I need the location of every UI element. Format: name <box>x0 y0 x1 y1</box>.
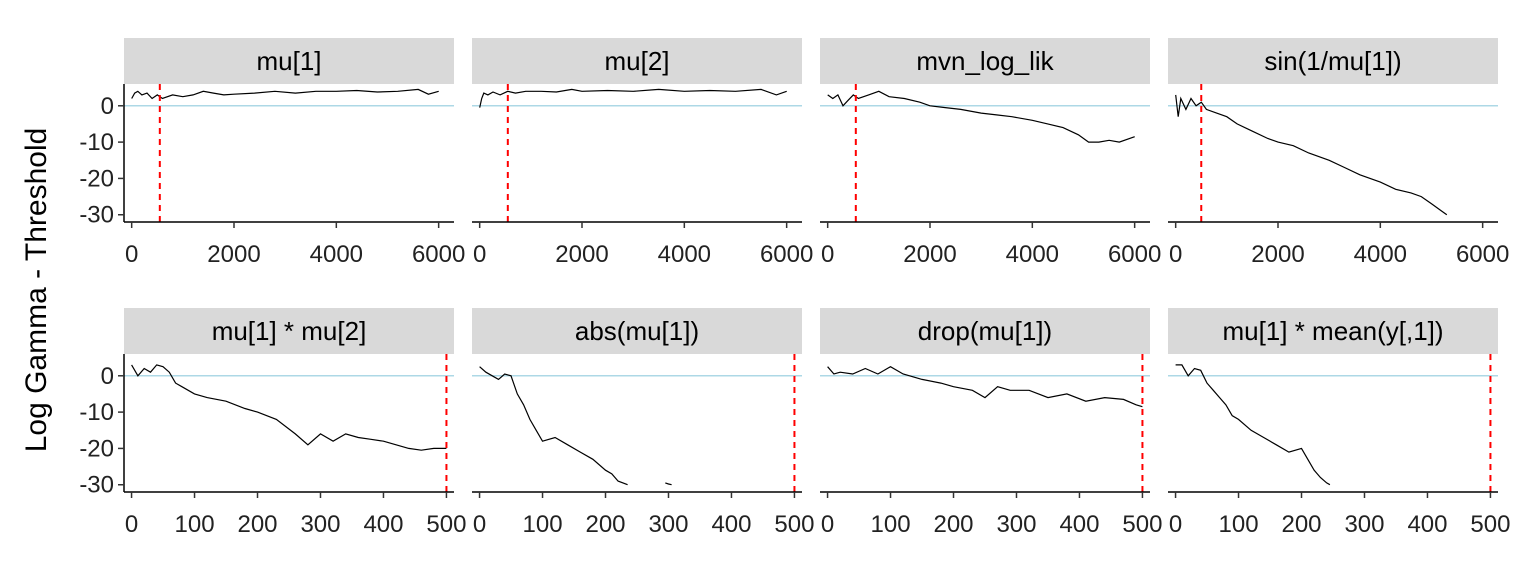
panel-strip <box>472 308 802 354</box>
panel-strip <box>472 38 802 84</box>
x-tick-label: 400 <box>1407 511 1447 538</box>
x-tick-label: 100 <box>1219 511 1259 538</box>
x-tick-label: 6000 <box>412 241 465 268</box>
x-tick-label: 200 <box>237 511 277 538</box>
panel-strip <box>124 38 454 84</box>
x-tick-label: 300 <box>996 511 1036 538</box>
series-line <box>1175 94 1448 216</box>
x-tick-label: 500 <box>1122 511 1162 538</box>
panel-0-0: mu[1] 0 -10 -20 -30 0 2000 4000 6000 <box>79 38 465 268</box>
x-tick-label: 2000 <box>555 241 608 268</box>
series-line <box>827 90 1135 143</box>
x-tick-label: 100 <box>175 511 215 538</box>
x-tick-label: 300 <box>648 511 688 538</box>
panel-1-1: abs(mu[1]) 0 100 200 300 400 500 <box>472 308 814 538</box>
panel-1-2: drop(mu[1]) 0 100 200 300 400 500 <box>820 308 1162 538</box>
x-tick-label: 0 <box>125 241 138 268</box>
x-tick-label: 400 <box>1059 511 1099 538</box>
series-line <box>479 366 628 486</box>
x-tick-label: 400 <box>711 511 751 538</box>
y-tick-label: -20 <box>79 435 114 462</box>
panel-0-3: sin(1/mu[1]) 0 2000 4000 6000 <box>1168 38 1509 268</box>
y-axis-title: Log Gamma - Threshold <box>20 128 53 453</box>
series-line <box>131 364 447 451</box>
panel-title: mu[1] * mean(y[,1]) <box>1222 316 1443 346</box>
x-tick-label: 4000 <box>658 241 711 268</box>
y-tick-label: -10 <box>79 129 114 156</box>
x-tick-label: 0 <box>821 241 834 268</box>
panel-title: drop(mu[1]) <box>918 316 1052 346</box>
panel-title: mu[2] <box>604 46 669 76</box>
panel-strip <box>820 308 1150 354</box>
x-tick-label: 300 <box>1344 511 1384 538</box>
x-tick-label: 500 <box>774 511 814 538</box>
panel-1-0: mu[1] * mu[2] 0 -10 -20 -30 0 100 200 300 400 500 <box>79 308 466 538</box>
x-tick-label: 4000 <box>1006 241 1059 268</box>
x-tick-label: 0 <box>125 511 138 538</box>
y-tick-label: -20 <box>79 165 114 192</box>
x-tick-label: 0 <box>1169 511 1182 538</box>
x-tick-label: 2000 <box>207 241 260 268</box>
series-line <box>131 88 439 100</box>
panel-title: sin(1/mu[1]) <box>1264 46 1401 76</box>
series-line <box>479 88 787 108</box>
x-tick-label: 0 <box>473 241 486 268</box>
panel-1-3: mu[1] * mean(y[,1]) 0 100 200 300 400 500 <box>1168 308 1510 538</box>
x-tick-label: 2000 <box>1251 241 1304 268</box>
panel-strip <box>820 38 1150 84</box>
x-tick-label: 0 <box>1169 241 1182 268</box>
x-tick-label: 200 <box>1281 511 1321 538</box>
panel-title: abs(mu[1]) <box>575 316 699 346</box>
series-line-segment <box>665 482 672 486</box>
x-tick-label: 200 <box>585 511 625 538</box>
panel-strip <box>1168 308 1498 354</box>
panel-0-2: mvn_log_lik 0 2000 4000 6000 <box>820 38 1161 268</box>
x-tick-label: 400 <box>363 511 403 538</box>
x-tick-label: 300 <box>300 511 340 538</box>
y-tick-label: 0 <box>101 363 114 390</box>
panel-title: mu[1] <box>256 46 321 76</box>
x-tick-label: 2000 <box>903 241 956 268</box>
panel-0-1: mu[2] 0 2000 4000 6000 <box>472 38 813 268</box>
y-tick-label: 0 <box>101 93 114 120</box>
x-tick-label: 0 <box>473 511 486 538</box>
panel-title: mu[1] * mu[2] <box>212 316 367 346</box>
x-tick-label: 100 <box>523 511 563 538</box>
x-tick-label: 6000 <box>1108 241 1161 268</box>
x-tick-label: 500 <box>426 511 466 538</box>
y-tick-label: -30 <box>79 202 114 229</box>
x-tick-label: 500 <box>1470 511 1510 538</box>
x-tick-label: 6000 <box>760 241 813 268</box>
panel-strip <box>124 308 454 354</box>
panel-title: mvn_log_lik <box>916 46 1054 76</box>
x-tick-label: 0 <box>821 511 834 538</box>
series-line <box>1175 364 1331 486</box>
y-tick-label: -30 <box>79 472 114 499</box>
panel-strip <box>1168 38 1498 84</box>
series-line <box>827 366 1143 408</box>
x-tick-label: 100 <box>871 511 911 538</box>
x-tick-label: 6000 <box>1456 241 1509 268</box>
y-tick-label: -10 <box>79 399 114 426</box>
x-tick-label: 4000 <box>1354 241 1407 268</box>
x-tick-label: 4000 <box>310 241 363 268</box>
x-tick-label: 200 <box>933 511 973 538</box>
